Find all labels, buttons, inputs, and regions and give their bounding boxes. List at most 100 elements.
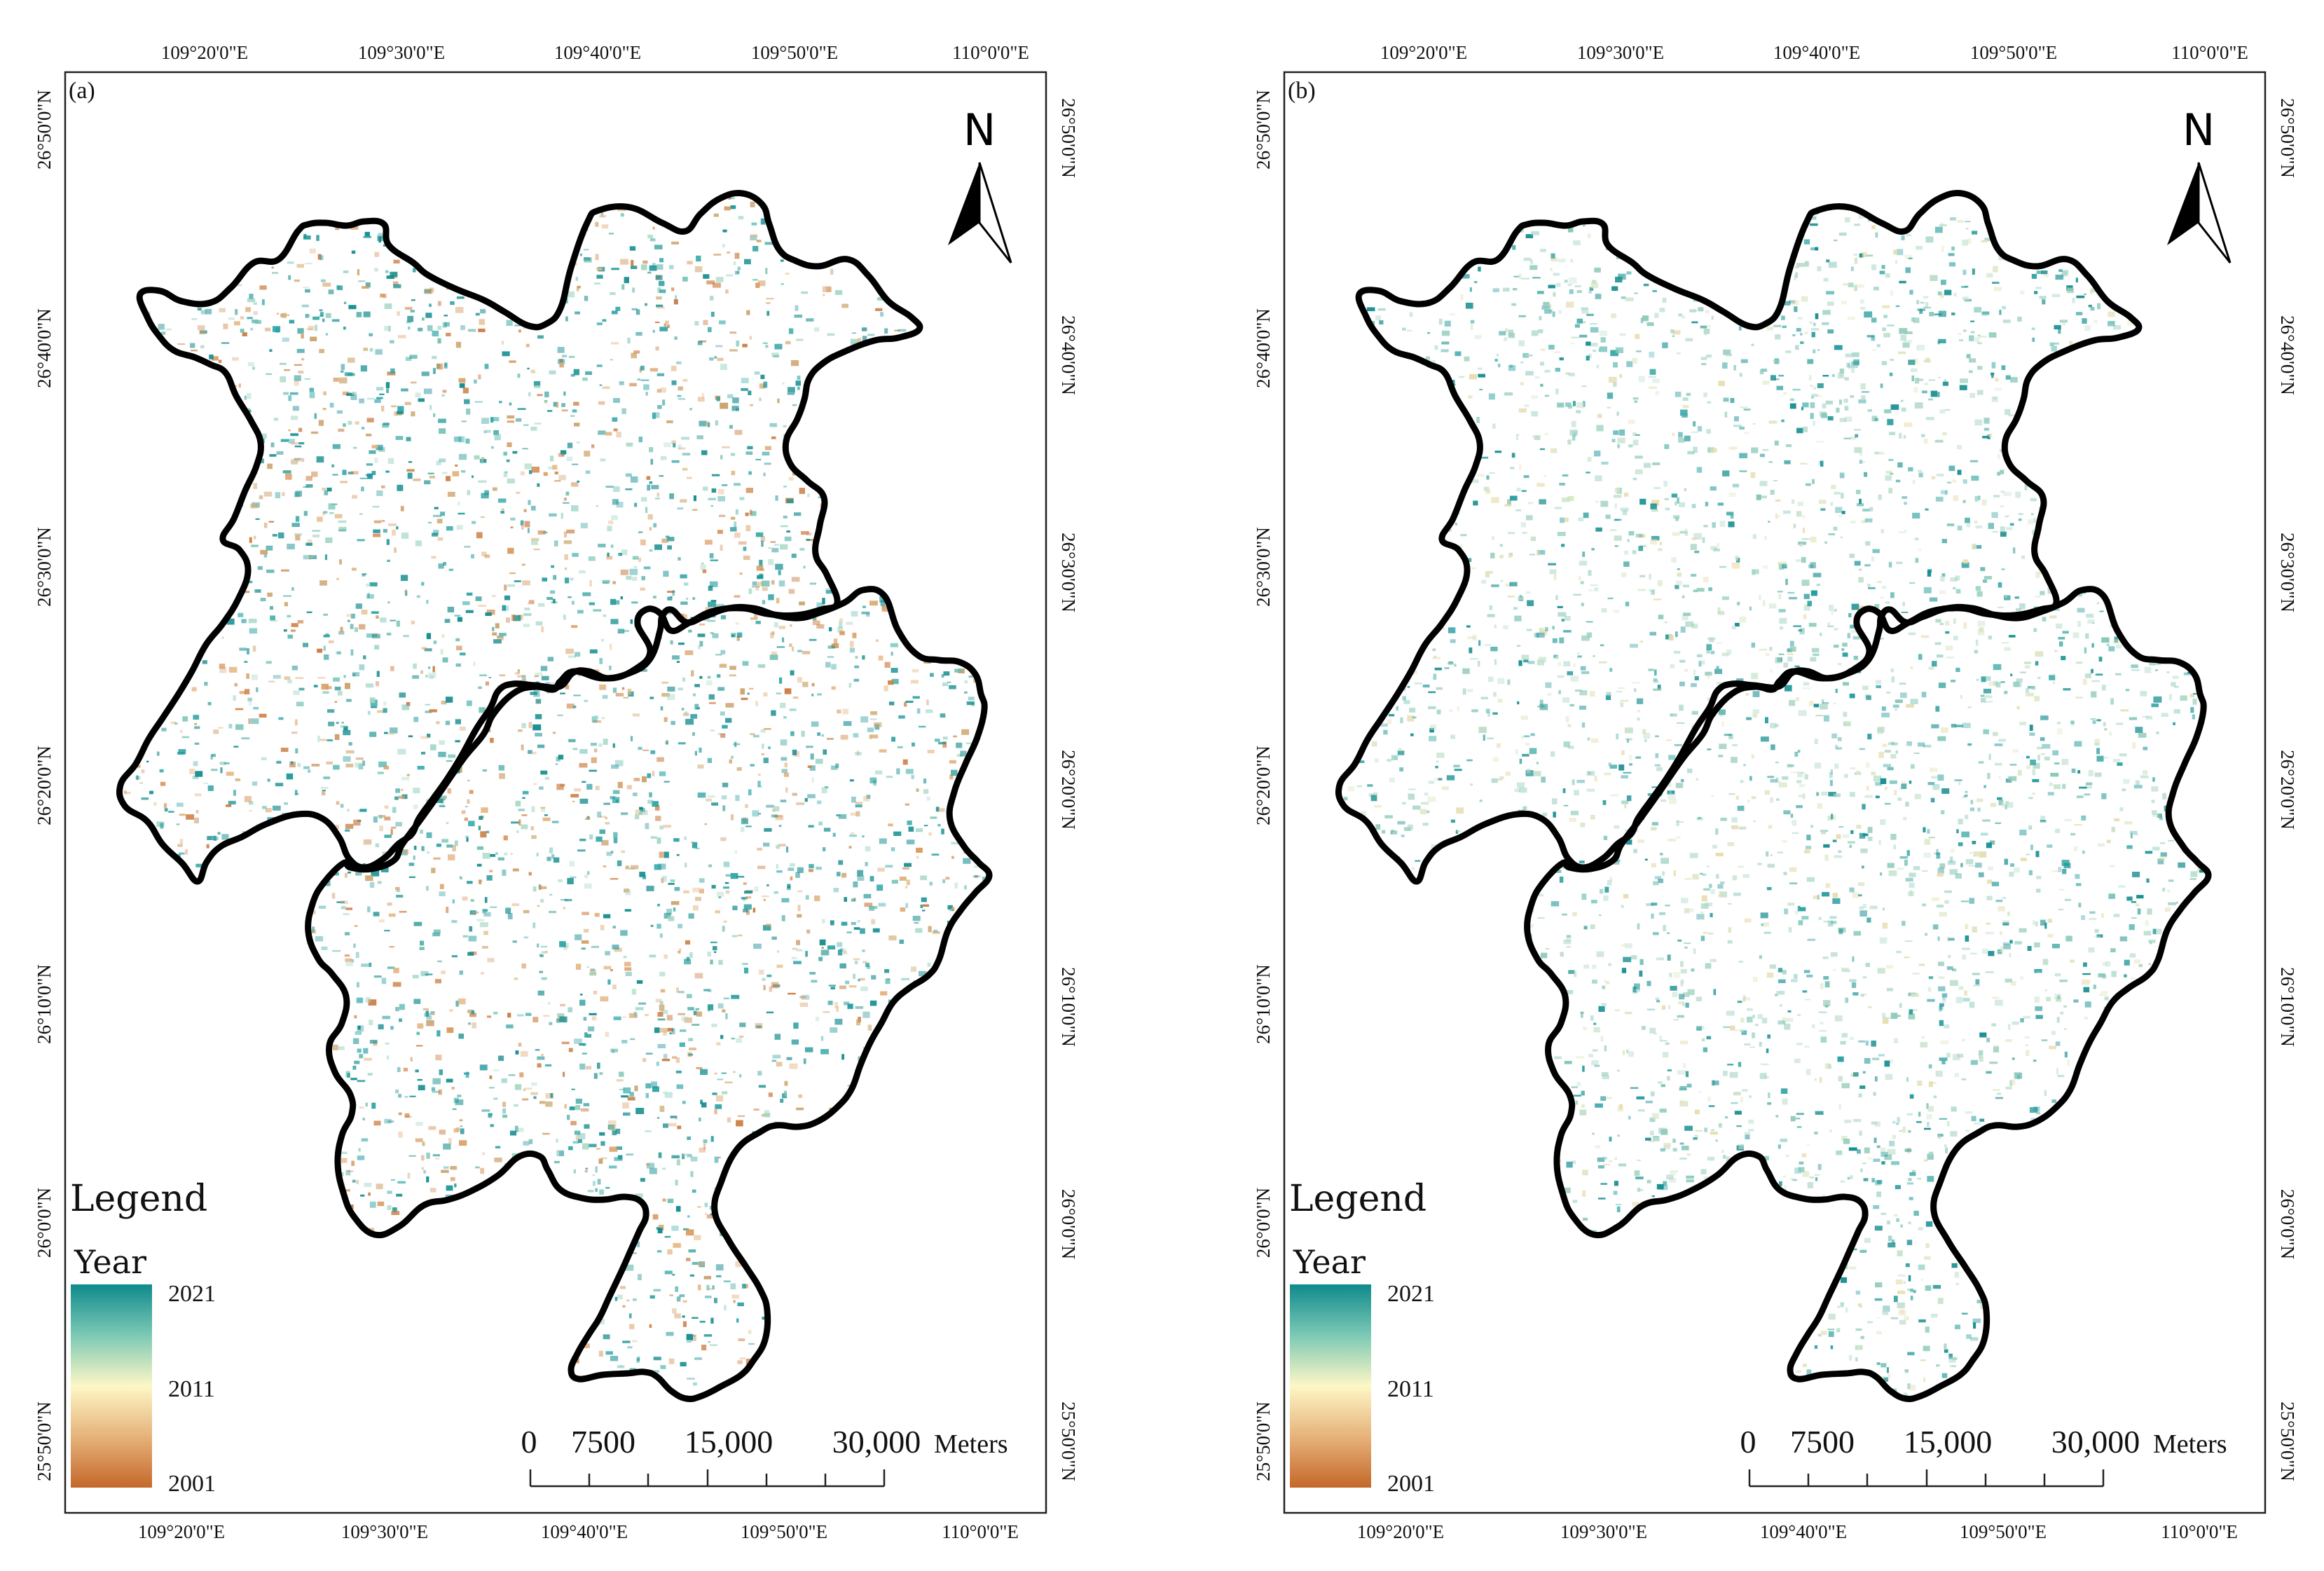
raster-cell (949, 1067, 954, 1071)
raster-cell (964, 1197, 969, 1202)
raster-cell (387, 903, 392, 906)
raster-cell (673, 442, 676, 448)
raster-cell (668, 883, 675, 885)
raster-cell (397, 311, 400, 316)
raster-cell (467, 881, 473, 884)
raster-cell (780, 544, 788, 550)
raster-cell (295, 719, 298, 726)
raster-cell (202, 554, 209, 556)
raster-cell (621, 812, 628, 816)
raster-cell (817, 223, 821, 227)
raster-cell (276, 451, 284, 455)
raster-cell (723, 861, 730, 867)
raster-cell (624, 961, 631, 967)
raster-cell (940, 294, 945, 299)
raster-cell (955, 403, 962, 405)
raster-cell (945, 1372, 954, 1378)
raster-cell (291, 1064, 300, 1066)
raster-cell (649, 792, 652, 797)
raster-cell (565, 491, 570, 496)
raster-cell (138, 953, 142, 956)
raster-cell (153, 802, 157, 806)
raster-cell (568, 235, 576, 239)
raster-cell (303, 849, 311, 856)
raster-cell (450, 301, 455, 306)
raster-cell (893, 399, 898, 403)
raster-cell (797, 245, 801, 249)
raster-cell (781, 1230, 785, 1235)
raster-cell (365, 1102, 368, 1107)
raster-cell (228, 1169, 231, 1174)
raster-cell (541, 977, 547, 980)
raster-cell (696, 1066, 703, 1069)
raster-cell (900, 1274, 905, 1278)
raster-cell (348, 357, 355, 363)
raster-cell (251, 1244, 256, 1251)
raster-cell (900, 1128, 905, 1134)
raster-cell (734, 1404, 739, 1406)
raster-cell (948, 1056, 952, 1062)
raster-cell (909, 1176, 914, 1178)
raster-cell (480, 309, 486, 314)
raster-cell (679, 948, 682, 952)
raster-cell (855, 811, 860, 817)
raster-cell (565, 1258, 573, 1265)
raster-cell (984, 1045, 988, 1049)
raster-cell (762, 451, 770, 455)
raster-cell (363, 235, 372, 238)
raster-cell (191, 601, 198, 605)
raster-cell (441, 839, 448, 843)
raster-cell (309, 248, 316, 254)
raster-cell (694, 1357, 702, 1360)
raster-cell (429, 1272, 435, 1279)
raster-cell (857, 919, 860, 923)
raster-cell (206, 1001, 209, 1005)
raster-cell (890, 1312, 896, 1318)
raster-cell (465, 1265, 473, 1271)
raster-cell (192, 1011, 200, 1015)
raster-cell (515, 267, 521, 273)
raster-cell (627, 337, 631, 344)
raster-cell (507, 584, 515, 587)
raster-cell (915, 828, 923, 832)
raster-cell (900, 355, 904, 358)
raster-cell (621, 549, 628, 556)
raster-cell (287, 615, 291, 618)
raster-cell (309, 1033, 318, 1037)
raster-cell (235, 724, 244, 730)
raster-cell (655, 322, 660, 324)
raster-cell (406, 1274, 410, 1278)
raster-cell (212, 876, 219, 880)
raster-cell (993, 1251, 997, 1257)
raster-cell (759, 383, 766, 389)
raster-cell (132, 320, 139, 322)
raster-cell (437, 338, 441, 344)
raster-cell (898, 425, 902, 428)
raster-cell (663, 1031, 667, 1036)
raster-cell (328, 640, 334, 643)
raster-cell (752, 581, 757, 586)
raster-cell (611, 851, 614, 853)
raster-cell (671, 720, 675, 725)
raster-cell (459, 1359, 467, 1364)
raster-cell (935, 807, 940, 812)
raster-cell (585, 371, 592, 376)
raster-cell (762, 743, 764, 749)
raster-cell (771, 814, 778, 818)
raster-cell (984, 1233, 988, 1236)
raster-cell (355, 603, 362, 609)
raster-cell (809, 1200, 811, 1202)
raster-cell (575, 277, 579, 281)
raster-cell (484, 554, 490, 558)
raster-cell (764, 1236, 772, 1240)
raster-cell (385, 382, 390, 388)
raster-cell (859, 1174, 862, 1178)
raster-cell (764, 1186, 768, 1190)
raster-cell (375, 349, 383, 355)
raster-cell (439, 428, 446, 434)
raster-cell (799, 203, 806, 210)
raster-cell (266, 373, 273, 376)
raster-cell (440, 1231, 444, 1237)
raster-cell (905, 903, 909, 908)
raster-cell (729, 197, 735, 200)
